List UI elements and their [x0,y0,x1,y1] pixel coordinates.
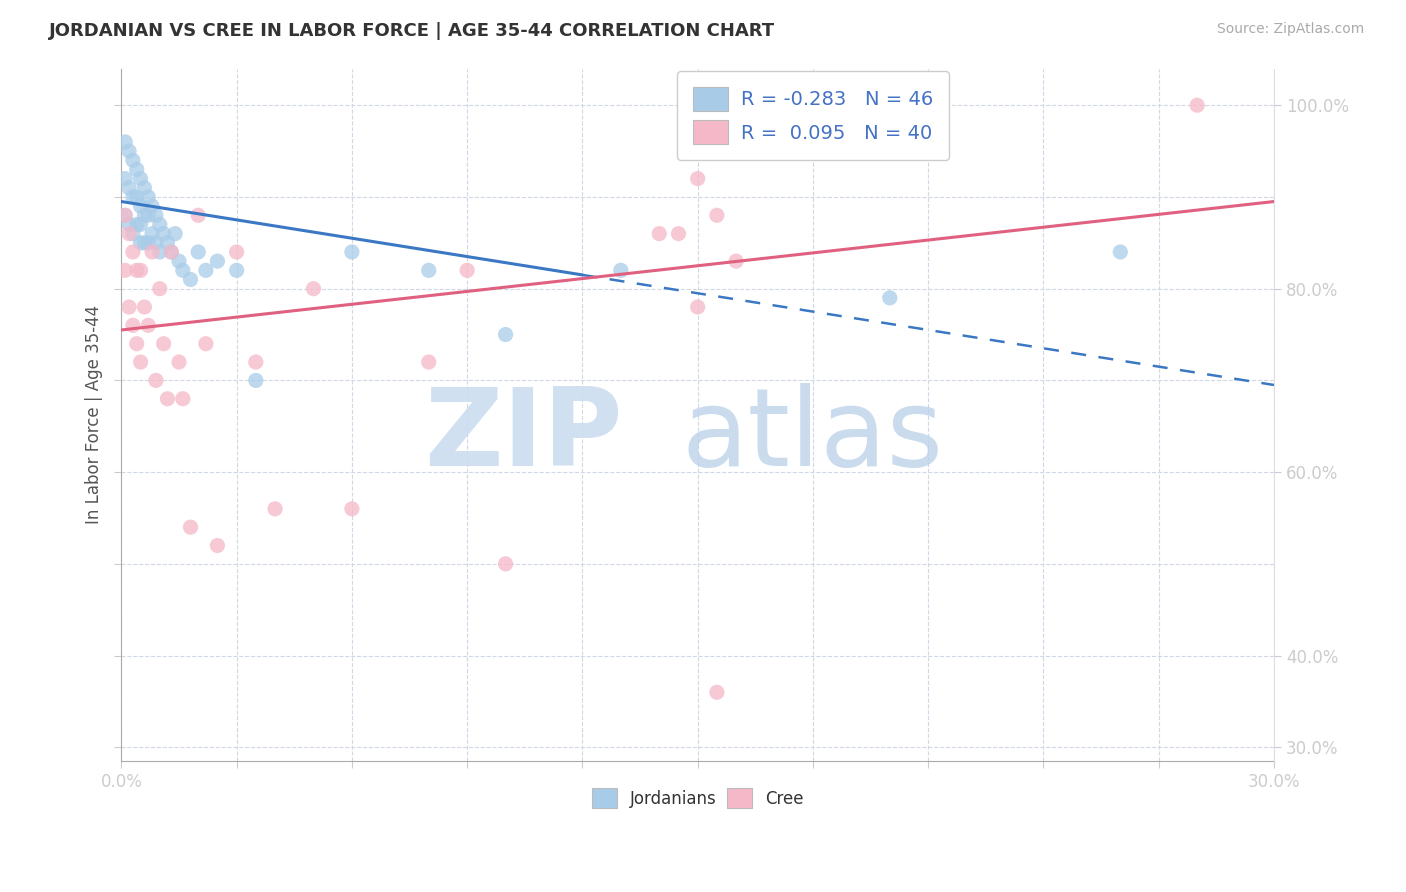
Point [136,318,159,333]
Point [122,153,145,168]
Point [122,190,145,204]
Point [172,263,194,277]
Point [340,244,363,259]
Point [149,282,172,296]
Point [118,300,141,314]
Point [118,227,141,241]
Point [207,254,229,268]
Text: Source: ZipAtlas.com: Source: ZipAtlas.com [1216,22,1364,37]
Point [125,190,148,204]
Legend: Jordanians, Cree: Jordanians, Cree [585,781,810,815]
Point [264,501,287,516]
Point [129,263,152,277]
Point [180,272,202,286]
Point [495,327,517,342]
Text: atlas: atlas [682,383,943,489]
Point [122,318,145,333]
Point [125,218,148,232]
Point [418,355,440,369]
Point [1109,244,1132,259]
Point [165,227,187,241]
Point [879,291,901,305]
Text: ZIP: ZIP [425,383,623,489]
Point [725,254,748,268]
Point [141,244,163,259]
Point [129,235,152,250]
Point [125,162,148,177]
Point [1185,98,1208,112]
Point [610,263,633,277]
Point [194,336,217,351]
Point [180,520,202,534]
Point [114,263,136,277]
Point [129,218,152,232]
Point [194,263,217,277]
Point [686,171,709,186]
Point [160,244,183,259]
Point [145,208,167,222]
Point [152,336,174,351]
Point [134,208,156,222]
Point [152,227,174,241]
Point [125,263,148,277]
Point [225,244,247,259]
Point [141,227,163,241]
Point [187,244,209,259]
Point [129,199,152,213]
Point [114,208,136,222]
Point [706,208,728,222]
Point [167,254,190,268]
Point [172,392,194,406]
Point [225,263,247,277]
Point [160,244,183,259]
Point [134,235,156,250]
Point [134,300,156,314]
Point [141,199,163,213]
Point [245,355,267,369]
Point [114,135,136,149]
Point [156,392,179,406]
Point [668,227,690,241]
Text: JORDANIAN VS CREE IN LABOR FORCE | AGE 35-44 CORRELATION CHART: JORDANIAN VS CREE IN LABOR FORCE | AGE 3… [49,22,775,40]
Point [207,539,229,553]
Point [156,235,179,250]
Point [149,244,172,259]
Point [302,282,325,296]
Point [648,227,671,241]
Point [149,218,172,232]
Point [114,208,136,222]
Point [129,355,152,369]
Point [118,181,141,195]
Point [706,685,728,699]
Point [495,557,517,571]
Point [114,171,136,186]
Point [167,355,190,369]
Point [145,235,167,250]
Point [187,208,209,222]
Point [686,300,709,314]
Point [122,244,145,259]
Point [134,181,156,195]
Point [125,336,148,351]
Point [340,501,363,516]
Point [129,171,152,186]
Point [245,373,267,387]
Point [136,208,159,222]
Point [118,218,141,232]
Point [122,227,145,241]
Y-axis label: In Labor Force | Age 35-44: In Labor Force | Age 35-44 [86,305,103,524]
Point [456,263,478,277]
Point [118,144,141,158]
Point [418,263,440,277]
Point [145,373,167,387]
Point [136,190,159,204]
Point [136,235,159,250]
